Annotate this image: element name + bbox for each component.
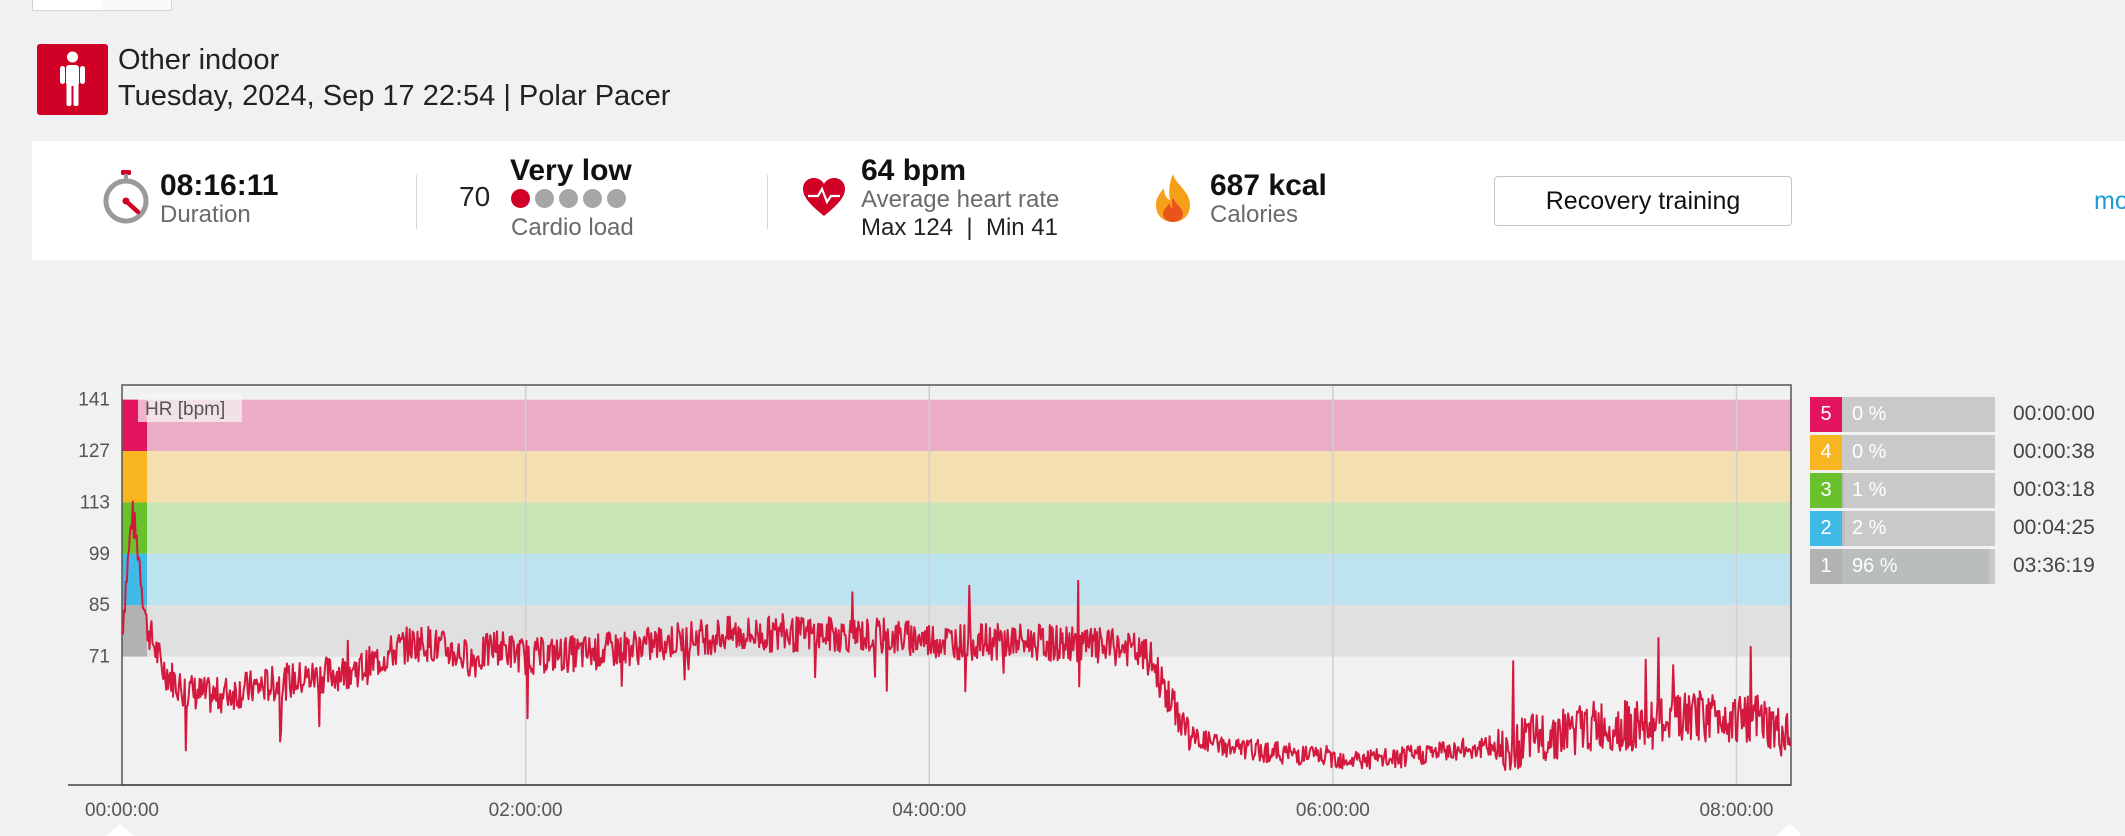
hr-zone-band-5 [122,399,1791,452]
y-tick-label: 71 [89,647,110,668]
heart-icon [802,177,846,222]
zone-fill-bar [1842,473,1844,508]
cardio-dot [535,189,554,208]
hr-zone-band-3 [122,502,1791,554]
zone-fill-bar [1842,549,1989,584]
y-tick-label: 113 [80,492,110,513]
range-handle-left[interactable] [106,824,134,836]
summary-divider [416,175,417,229]
zone-percent: 0 % [1852,441,1887,463]
view-tab-active[interactable] [33,0,101,10]
x-tick-label: 08:00:00 [1700,800,1774,821]
zone-start-strip-4 [122,451,147,503]
y-tick-label: 99 [89,544,110,565]
range-handle-right[interactable] [1776,824,1800,836]
zone-time: 00:00:00 [2013,402,2095,425]
heart-rate-max-min: Max 124 | Min 41 [861,214,1058,241]
stopwatch-icon [102,169,150,230]
session-subtitle: Tuesday, 2024, Sep 17 22:54 | Polar Pace… [118,80,671,112]
summary-bar: 08:16:11 Duration 70 Very low Cardio loa… [32,141,2125,260]
view-tab-group[interactable] [32,0,172,11]
zone-row-2[interactable]: 2 2 % [1810,511,1995,546]
x-tick-label: 06:00:00 [1296,800,1370,821]
zone-percent: 0 % [1852,403,1887,425]
cardio-dot [583,189,602,208]
cardio-dot [511,189,530,208]
heart-rate-chart[interactable]: 141 127 113 99 85 71 00:00:00 02:00:00 04:00:00… [0,370,1800,836]
hr-series-line [121,500,1791,771]
training-benefit-button[interactable]: Recovery training [1494,176,1792,226]
zone-row-1[interactable]: 1 96 % [1810,549,1995,584]
more-link[interactable]: mo [2094,187,2125,215]
cardio-load-value: 70 [459,181,491,212]
zone-percent: 2 % [1852,517,1887,539]
calories-value: 687 kcal [1210,169,1327,202]
x-tick-label: 00:00:00 [85,800,159,821]
duration-label: Duration [160,201,251,228]
duration-value: 08:16:11 [160,169,279,202]
summary-divider [767,175,768,229]
zone-start-strip-1 [122,605,147,657]
x-tick-label: 02:00:00 [489,800,563,821]
zone-time: 00:00:38 [2013,440,2095,463]
zone-number: 4 [1810,435,1842,470]
cardio-dot [607,189,626,208]
zone-time: 03:36:19 [2013,554,2095,577]
flame-icon [1154,173,1192,228]
y-tick-label: 127 [78,441,110,462]
zone-percent: 96 % [1852,555,1898,577]
cardio-load-level: Very low [510,154,632,187]
hr-axis-label: HR [bpm] [145,399,225,420]
y-tick-label: 85 [89,595,110,616]
hr-zone-band-4 [122,451,1791,503]
zone-row-3[interactable]: 3 1 % [1810,473,1995,508]
hr-label-box [138,394,242,422]
zone-time: 00:03:18 [2013,478,2095,501]
hr-zone-band-2 [122,553,1791,606]
cardio-dot [559,189,578,208]
calories-label: Calories [1210,201,1299,228]
zone-number: 3 [1810,473,1842,508]
heart-rate-label: Average heart rate [861,186,1060,213]
y-tick-label: 141 [78,390,110,411]
zone-percent: 1 % [1852,479,1887,501]
sport-person-icon [37,44,108,115]
zone-time: 00:04:25 [2013,516,2095,539]
zone-number: 5 [1810,397,1842,432]
zone-number: 1 [1810,549,1842,584]
heart-rate-value: 64 bpm [861,154,967,187]
zone-fill-bar [1842,511,1846,546]
zone-row-5[interactable]: 5 0 % [1810,397,1995,432]
sport-title: Other indoor [118,44,280,76]
zone-number: 2 [1810,511,1842,546]
cardio-load-label: Cardio load [511,214,634,241]
x-tick-label: 04:00:00 [892,800,966,821]
zone-row-4[interactable]: 4 0 % [1810,435,1995,470]
